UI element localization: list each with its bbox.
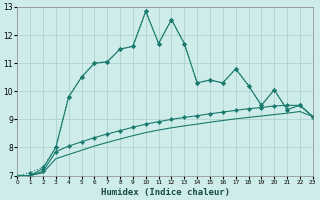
X-axis label: Humidex (Indice chaleur): Humidex (Indice chaleur) [100, 188, 229, 197]
